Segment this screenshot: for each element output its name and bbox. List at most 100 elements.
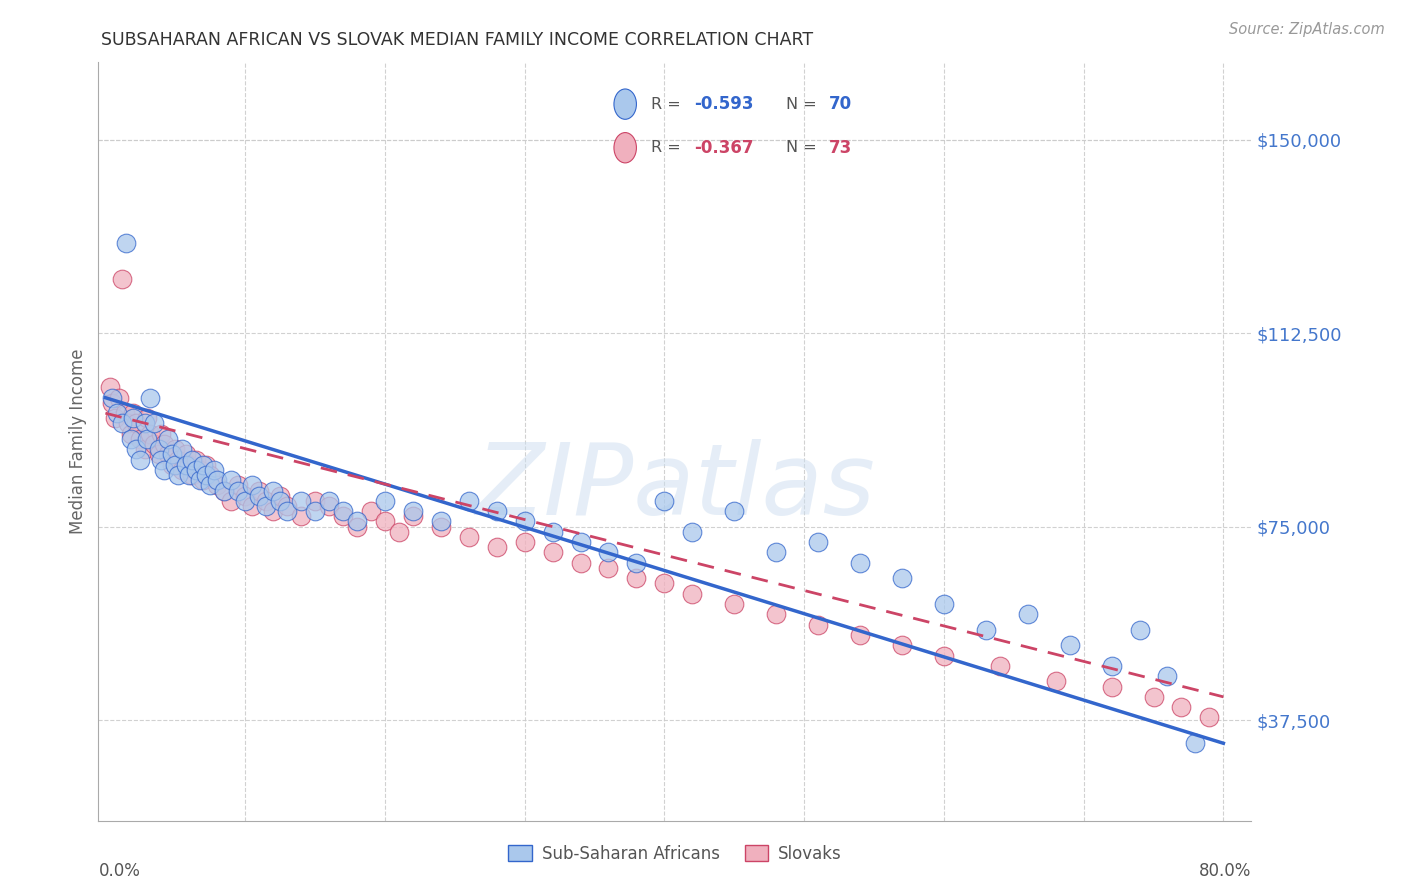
Point — [219, 473, 242, 487]
Text: 0.0%: 0.0% — [98, 863, 141, 880]
Point — [290, 509, 312, 524]
Point — [290, 493, 312, 508]
Point — [654, 576, 676, 591]
Point — [276, 499, 298, 513]
Point — [200, 478, 222, 492]
Point — [346, 515, 368, 529]
Point — [932, 597, 955, 611]
Point — [219, 493, 242, 508]
Point — [139, 391, 162, 405]
Text: 80.0%: 80.0% — [1199, 863, 1251, 880]
Point — [304, 493, 326, 508]
Point — [195, 468, 218, 483]
Point — [269, 493, 291, 508]
Point — [304, 504, 326, 518]
Point — [723, 597, 745, 611]
Point — [226, 478, 249, 492]
Point — [402, 504, 425, 518]
Point — [233, 493, 256, 508]
Point — [134, 442, 156, 457]
Point — [1101, 659, 1123, 673]
Point — [1045, 674, 1067, 689]
Point — [1059, 638, 1081, 652]
Point — [513, 535, 536, 549]
Point — [157, 432, 180, 446]
Point — [193, 473, 215, 487]
Point — [262, 483, 284, 498]
Point — [150, 426, 173, 441]
Point — [457, 493, 479, 508]
Point — [105, 406, 128, 420]
Point — [1017, 607, 1039, 622]
Point — [1184, 736, 1206, 750]
Point — [153, 437, 176, 451]
Legend: Sub-Saharan Africans, Slovaks: Sub-Saharan Africans, Slovaks — [502, 838, 848, 869]
Point — [115, 235, 138, 250]
Point — [569, 556, 592, 570]
Point — [485, 541, 508, 555]
Point — [988, 659, 1011, 673]
Point — [626, 556, 648, 570]
Point — [332, 509, 354, 524]
Point — [849, 628, 872, 642]
Point — [212, 483, 235, 498]
Point — [765, 545, 787, 559]
Point — [513, 515, 536, 529]
Text: ZIPatlas: ZIPatlas — [475, 439, 875, 535]
Point — [120, 426, 142, 441]
Point — [457, 530, 479, 544]
Point — [541, 524, 564, 539]
Point — [681, 524, 703, 539]
Point — [807, 617, 830, 632]
Point — [129, 452, 152, 467]
Point — [932, 648, 955, 663]
Point — [101, 391, 124, 405]
Point — [111, 417, 134, 431]
Point — [190, 463, 212, 477]
Point — [181, 452, 204, 467]
Point — [165, 442, 187, 457]
Point — [148, 442, 170, 457]
Point — [181, 468, 204, 483]
Point — [176, 458, 198, 472]
Point — [186, 452, 208, 467]
Point — [1101, 680, 1123, 694]
Point — [120, 432, 142, 446]
Point — [891, 571, 914, 585]
Point — [125, 442, 148, 457]
Point — [212, 483, 235, 498]
Y-axis label: Median Family Income: Median Family Income — [69, 349, 87, 534]
Point — [247, 489, 270, 503]
Point — [1156, 669, 1178, 683]
Point — [157, 447, 180, 461]
Point — [485, 504, 508, 518]
Point — [374, 493, 396, 508]
Point — [136, 411, 159, 425]
Point — [122, 411, 145, 425]
Point — [122, 406, 145, 420]
Point — [247, 483, 270, 498]
Point — [269, 489, 291, 503]
Point — [150, 452, 173, 467]
Point — [346, 519, 368, 533]
Point — [765, 607, 787, 622]
Point — [226, 483, 249, 498]
Point — [190, 473, 212, 487]
Point — [430, 519, 453, 533]
Point — [205, 478, 228, 492]
Point — [205, 473, 228, 487]
Point — [262, 504, 284, 518]
Point — [143, 437, 166, 451]
Point — [200, 468, 222, 483]
Point — [104, 411, 127, 425]
Point — [176, 447, 198, 461]
Point — [202, 463, 225, 477]
Point — [430, 515, 453, 529]
Point — [186, 463, 208, 477]
Point — [723, 504, 745, 518]
Point — [134, 417, 156, 431]
Point — [626, 571, 648, 585]
Point — [148, 447, 170, 461]
Point — [240, 499, 263, 513]
Point — [111, 272, 134, 286]
